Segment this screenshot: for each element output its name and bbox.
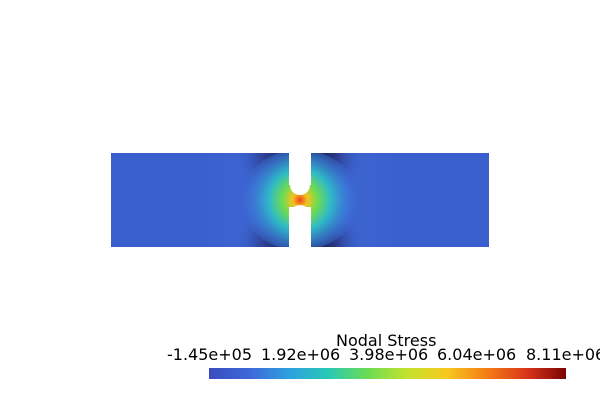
- legend-tick-max: 8.11e+06: [526, 345, 600, 364]
- legend-tick-2: 1.92e+06: [261, 345, 341, 364]
- legend-tick-min: -1.45e+05: [167, 345, 253, 364]
- legend-title: Nodal Stress: [336, 331, 437, 350]
- scalar-bar-legend[interactable]: Nodal Stress -1.45e+05 1.92e+06 3.98e+06…: [0, 330, 600, 390]
- notch-cutouts: [290, 150, 310, 250]
- legend-tick-3: 3.98e+06: [349, 345, 429, 364]
- colorbar: [209, 368, 566, 379]
- legend-tick-4: 6.04e+06: [437, 345, 517, 364]
